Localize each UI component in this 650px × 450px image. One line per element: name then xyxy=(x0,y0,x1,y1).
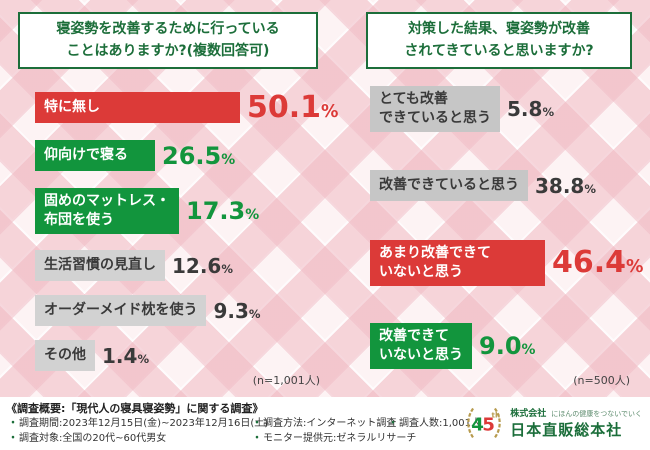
survey-period: ・調査期間:2023年12月15日(金)~2023年12月16日(土) xyxy=(8,418,269,429)
value-improved: 38.8% xyxy=(535,173,596,198)
value-other: 1.4% xyxy=(102,343,150,368)
bar-improved: 改善できていると思う xyxy=(370,170,528,201)
footer: 《調査概要:「現代人の寝具寝姿勢」に関する調査》 ・調査期間:2023年12月1… xyxy=(0,397,650,450)
left-sample-size: (n=1,001人) xyxy=(252,374,320,387)
bar-row-other: その他 1.4% xyxy=(35,340,149,371)
value-sleep-on-back: 26.5% xyxy=(162,141,236,170)
bar-label: その他 xyxy=(44,347,86,364)
bar-other: その他 xyxy=(35,340,95,371)
value-nothing-in-particular: 50.1% xyxy=(247,90,339,125)
bar-row-sleep-on-back: 仰向けで寝る 26.5% xyxy=(35,140,235,171)
bar-firm-mattress: 固めのマットレス・ 布団を使う xyxy=(35,188,179,234)
bar-label: 改善できていると思う xyxy=(379,177,519,194)
footer-column-3: ・調査人数:1,001人 xyxy=(388,416,481,431)
value-custom-pillow: 9.3% xyxy=(213,298,261,323)
svg-text:th: th xyxy=(492,411,501,420)
company-name: 日本直販総本社 xyxy=(510,421,623,439)
bar-row-custom-pillow: オーダーメイド枕を使う 9.3% xyxy=(35,295,261,326)
bar-nothing-in-particular: 特に無し xyxy=(35,92,240,123)
survey-method: ・調査方法:インターネット調査 xyxy=(252,418,397,429)
footer-column-1: ・調査期間:2023年12月15日(金)~2023年12月16日(土) ・調査対… xyxy=(8,416,268,446)
company-logo: 4 5 th 株式会社 にほんの健康をつないでいく 日本直販総本社 xyxy=(464,403,642,443)
value-improved-a-lot: 5.8% xyxy=(507,96,555,121)
bar-row-nothing-in-particular: 特に無し 50.1% xyxy=(35,90,338,125)
bar-label: 特に無し xyxy=(44,99,100,116)
company-name-block: 株式会社 にほんの健康をつないでいく 日本直販総本社 xyxy=(510,406,642,440)
footer-column-2: ・調査方法:インターネット調査 ・モニター提供元:ゼネラルリサーチ xyxy=(252,416,416,446)
value-firm-mattress: 17.3% xyxy=(186,196,260,225)
company-tagline: にほんの健康をつないでいく xyxy=(551,410,642,418)
svg-text:4: 4 xyxy=(471,414,484,435)
survey-overview: 《調査概要:「現代人の寝具寝姿勢」に関する調査》 xyxy=(6,402,264,415)
value-lifestyle-review: 12.6% xyxy=(172,253,233,278)
survey-respondents: ・調査人数:1,001人 xyxy=(388,418,481,429)
bar-row-lifestyle-review: 生活習慣の見直し 12.6% xyxy=(35,250,233,281)
bar-row-not-improved: 改善できて いないと思う 9.0% xyxy=(370,323,535,369)
bar-label: 生活習慣の見直し xyxy=(44,257,156,274)
right-sample-size: (n=500人) xyxy=(573,374,630,387)
bar-label: あまり改善できて いないと思う xyxy=(379,245,491,280)
bar-row-not-really-improved: あまり改善できて いないと思う 46.4% xyxy=(370,240,643,286)
company-prefix: 株式会社 xyxy=(510,409,547,419)
anniversary-45th-logo-icon: 4 5 th xyxy=(467,407,501,439)
value-not-improved: 9.0% xyxy=(479,331,536,360)
bar-label: 仰向けで寝る xyxy=(44,147,128,164)
bar-label: 改善できて いないと思う xyxy=(379,328,463,363)
bar-custom-pillow: オーダーメイド枕を使う xyxy=(35,295,207,326)
bar-label: オーダーメイド枕を使う xyxy=(44,302,198,319)
bar-not-really-improved: あまり改善できて いないと思う xyxy=(370,240,545,286)
bar-label: とても改善 できていると思う xyxy=(379,91,491,126)
survey-target: ・調査対象:全国の20代~60代男女 xyxy=(8,433,167,444)
bar-sleep-on-back: 仰向けで寝る xyxy=(35,140,155,171)
survey-monitor-provider: ・モニター提供元:ゼネラルリサーチ xyxy=(252,433,417,444)
value-not-really-improved: 46.4% xyxy=(552,245,644,281)
left-chart-title: 寝姿勢を改善するために行っている ことはありますか?(複数回答可) xyxy=(18,12,318,69)
bar-label: 固めのマットレス・ 布団を使う xyxy=(44,193,170,228)
bar-row-improved: 改善できていると思う 38.8% xyxy=(370,170,596,201)
bar-lifestyle-review: 生活習慣の見直し xyxy=(35,250,165,281)
bar-not-improved: 改善できて いないと思う xyxy=(370,323,472,369)
right-chart-title: 対策した結果、寝姿勢が改善 されてきていると思いますか? xyxy=(366,12,632,69)
bar-row-improved-a-lot: とても改善 できていると思う 5.8% xyxy=(370,86,554,132)
bar-improved-a-lot: とても改善 できていると思う xyxy=(370,86,500,132)
bar-row-firm-mattress: 固めのマットレス・ 布団を使う 17.3% xyxy=(35,188,259,234)
svg-text:5: 5 xyxy=(482,414,495,435)
